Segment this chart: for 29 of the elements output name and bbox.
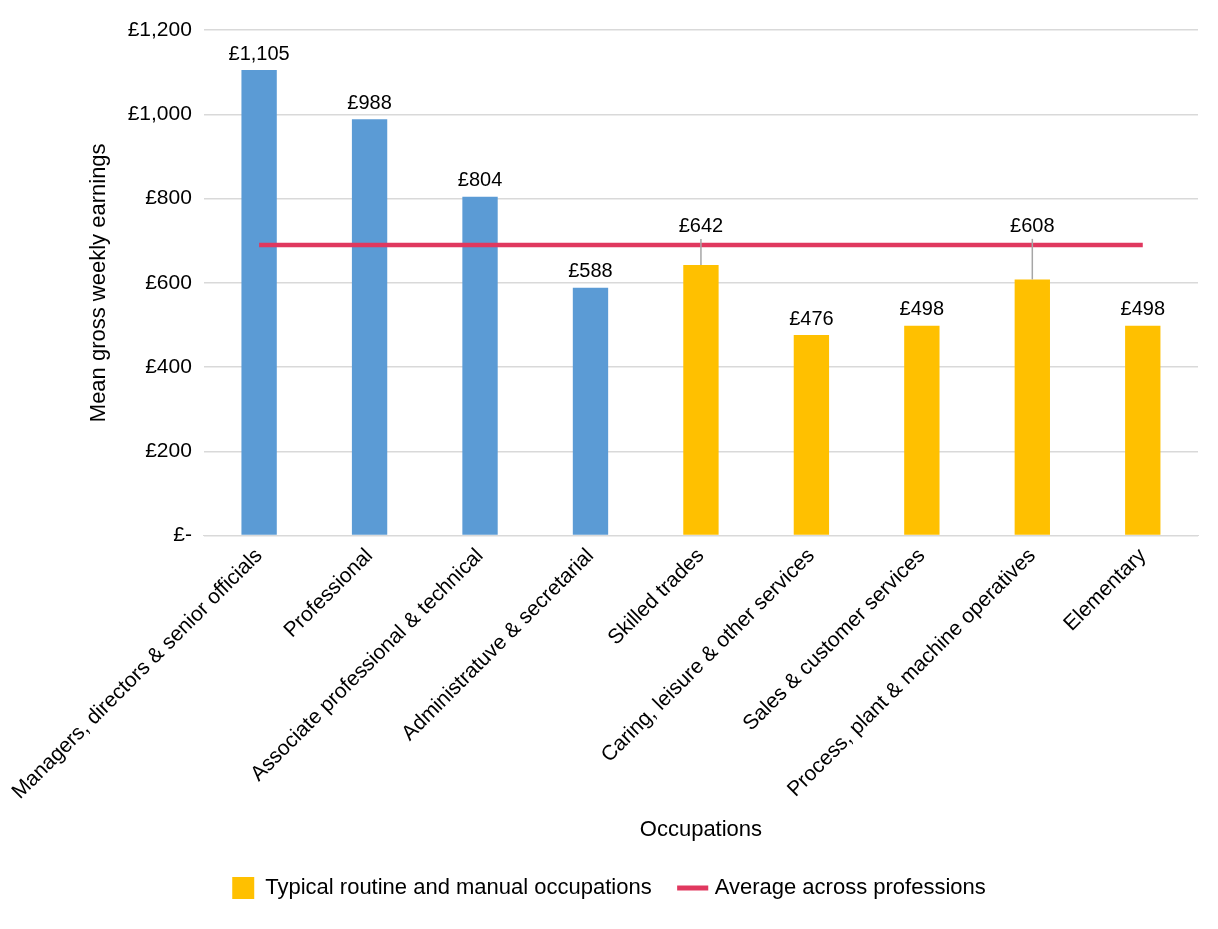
bar [241,70,277,535]
y-tick-label: £200 [145,438,192,462]
y-axis-title: Mean gross weekly earnings [84,143,110,423]
data-label: £608 [1010,214,1055,237]
y-tick-label: £600 [145,269,192,293]
bar [1014,279,1050,535]
bar [904,325,940,535]
bar [793,335,830,535]
data-label: £642 [678,214,724,237]
legend-label: Average across professions [714,874,986,900]
y-tick-label: £400 [145,353,192,377]
legend-label: Typical routine and manual occupations [265,874,652,900]
data-label: £588 [568,259,613,282]
y-tick-label: £- [173,522,192,546]
bar [572,287,609,535]
data-label: £476 [789,306,834,329]
bar [683,265,719,535]
x-axis-title: Occupations [639,815,763,841]
data-label: £498 [1120,297,1166,320]
bar [1125,325,1161,535]
data-label: £498 [899,297,945,320]
y-tick-label: £1,200 [127,16,192,40]
data-label: £804 [457,168,503,191]
y-tick-label: £800 [145,185,192,209]
y-tick-label: £1,000 [127,101,192,125]
bar [462,196,498,535]
data-label: £1,105 [228,41,290,64]
data-label: £988 [347,90,392,113]
bar [351,119,388,535]
